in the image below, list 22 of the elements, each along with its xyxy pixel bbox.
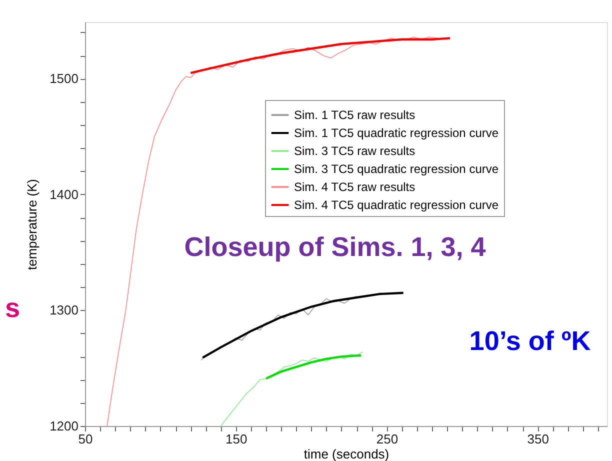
x-axis-title: time (seconds) [304,446,390,461]
y-tick-label: 1400 [50,186,78,202]
y-tick-label: 1200 [50,418,78,434]
legend-label: Sim. 4 TC5 raw results [294,180,416,194]
line-series [190,37,452,74]
y-tick-label: 1300 [50,302,78,318]
y-axis-title: temperature (K) [24,178,40,270]
legend-label: Sim. 3 TC5 quadratic regression curve [294,162,499,176]
annotation: 10’s of ºK [469,326,592,356]
x-tick-label: 150 [226,432,248,446]
legend-label: Sim. 1 TC5 raw results [294,108,416,122]
legend-label: Sim. 4 TC5 quadratic regression curve [294,198,499,212]
x-tick-label: 50 [78,432,93,446]
legend-label: Sim. 3 TC5 raw results [294,144,416,158]
legend-label: Sim. 1 TC5 quadratic regression curve [294,126,499,140]
x-tick-label: 350 [527,432,549,446]
x-tick-label: 250 [376,432,398,446]
y-tick-label: 1500 [50,71,78,86]
line-series [264,354,362,380]
annotation: Closeup of Sims. 1, 3, 4 [184,232,486,262]
line-series [202,292,404,359]
text: s [5,293,20,323]
